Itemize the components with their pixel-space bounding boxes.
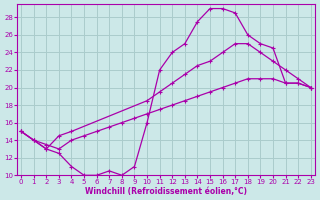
X-axis label: Windchill (Refroidissement éolien,°C): Windchill (Refroidissement éolien,°C) [85,187,247,196]
